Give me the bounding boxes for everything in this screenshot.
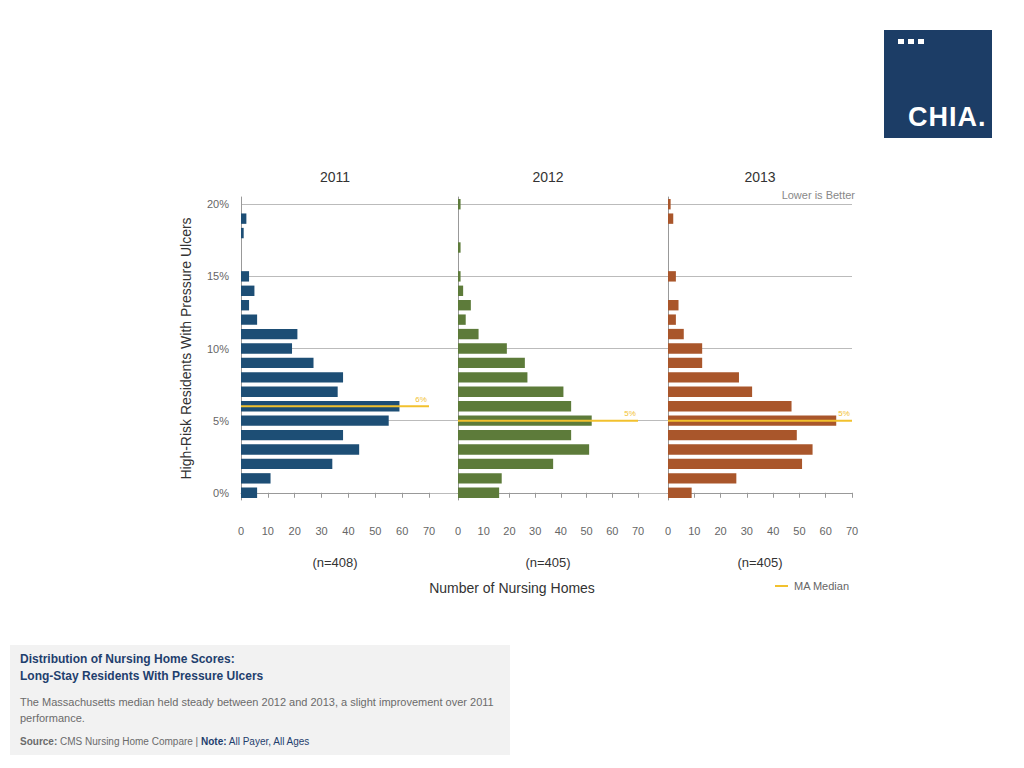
svg-text:0%: 0%	[213, 487, 229, 499]
svg-text:20: 20	[714, 525, 726, 537]
svg-text:5%: 5%	[624, 409, 636, 418]
svg-text:60: 60	[396, 525, 408, 537]
svg-text:20%: 20%	[207, 198, 229, 210]
svg-text:15%: 15%	[207, 270, 229, 282]
svg-text:50: 50	[580, 525, 592, 537]
svg-text:20: 20	[289, 525, 301, 537]
svg-text:10: 10	[478, 525, 490, 537]
svg-text:(n=405): (n=405)	[737, 555, 782, 570]
svg-text:(n=408): (n=408)	[312, 555, 357, 570]
html-text:Distribution of Nursing Home S: Distribution of Nursing Home Scores:	[20, 652, 235, 666]
svg-text:5%: 5%	[838, 409, 850, 418]
svg-text:2012: 2012	[532, 169, 563, 185]
svg-text:40: 40	[555, 525, 567, 537]
svg-text:MA Median: MA Median	[794, 580, 849, 592]
svg-text:10: 10	[262, 525, 274, 537]
svg-text:2011: 2011	[320, 169, 350, 185]
svg-text:2013: 2013	[744, 169, 775, 185]
svg-text:20: 20	[503, 525, 515, 537]
svg-text:50: 50	[793, 525, 805, 537]
svg-text:40: 40	[767, 525, 779, 537]
svg-text:70: 70	[632, 525, 644, 537]
svg-text:30: 30	[741, 525, 753, 537]
svg-text:30: 30	[529, 525, 541, 537]
svg-text:5%: 5%	[213, 415, 229, 427]
html-text:The Massachusetts median held: The Massachusetts median held steady bet…	[20, 696, 494, 724]
svg-text:(n=405): (n=405)	[525, 555, 570, 570]
svg-text:70: 70	[423, 525, 435, 537]
svg-text:0: 0	[238, 525, 244, 537]
svg-text:60: 60	[820, 525, 832, 537]
svg-text:50: 50	[369, 525, 381, 537]
html-text:CHIA.: CHIA.	[908, 102, 987, 132]
html-text:Source: CMS Nursing Home Compa: Source: CMS Nursing Home Compare | Note:…	[20, 736, 310, 747]
svg-text:30: 30	[315, 525, 327, 537]
svg-text:Lower is Better: Lower is Better	[782, 189, 856, 201]
svg-text:70: 70	[846, 525, 858, 537]
svg-text:40: 40	[342, 525, 354, 537]
svg-text:10%: 10%	[207, 343, 229, 355]
html-text:Long-Stay Residents With Press: Long-Stay Residents With Pressure Ulcers	[20, 669, 264, 683]
svg-text:6%: 6%	[415, 395, 427, 404]
svg-text:High-Risk Residents With Press: High-Risk Residents With Pressure Ulcers	[178, 217, 194, 479]
svg-text:60: 60	[606, 525, 618, 537]
svg-text:0: 0	[665, 525, 671, 537]
svg-text:0: 0	[455, 525, 461, 537]
svg-text:10: 10	[688, 525, 700, 537]
svg-text:Number of Nursing Homes: Number of Nursing Homes	[429, 580, 595, 596]
